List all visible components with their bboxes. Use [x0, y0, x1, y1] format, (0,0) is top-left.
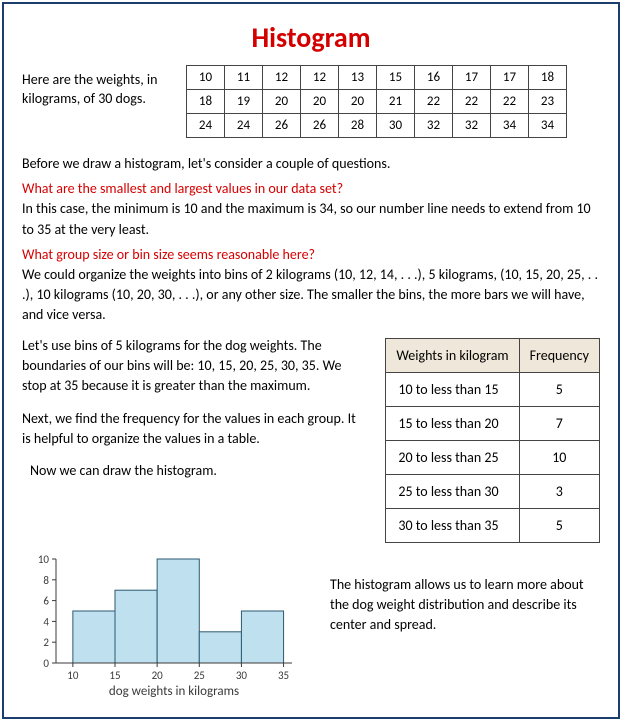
histogram-chart: 0 2 4 6 8 10 10 15 20 25 30 35 dog weights in kilogr… — [22, 551, 312, 701]
data-cell: 10 — [187, 66, 225, 90]
data-cell: 24 — [187, 114, 225, 138]
data-cell: 12 — [263, 66, 301, 90]
intro-text: Here are the weights, in kilograms, of 3… — [22, 65, 172, 109]
data-cell: 20 — [301, 90, 339, 114]
data-cell: 21 — [377, 90, 415, 114]
freq-range-cell: 20 to less than 25 — [386, 440, 519, 474]
x-axis-label: dog weights in kilograms — [109, 684, 239, 699]
data-cell: 13 — [339, 66, 377, 90]
mid-paragraph-3: Now we can draw the histogram. — [30, 461, 367, 481]
freq-value-cell: 5 — [519, 372, 599, 406]
data-cell: 26 — [263, 114, 301, 138]
data-cell: 28 — [339, 114, 377, 138]
data-cell: 12 — [301, 66, 339, 90]
data-cell: 16 — [415, 66, 453, 90]
y-tick-label: 0 — [43, 657, 49, 670]
freq-value-cell: 7 — [519, 406, 599, 440]
y-tick-label: 10 — [38, 553, 50, 566]
freq-header-frequency: Frequency — [519, 338, 599, 372]
data-cell: 24 — [225, 114, 263, 138]
freq-value-cell: 10 — [519, 440, 599, 474]
x-tick-label: 10 — [67, 669, 79, 682]
answer-2: We could organize the weights into bins … — [22, 265, 600, 326]
data-cell: 17 — [453, 66, 491, 90]
freq-value-cell: 3 — [519, 474, 599, 508]
histogram-bar — [157, 559, 199, 663]
closing-paragraph: The histogram allows us to learn more ab… — [330, 551, 600, 636]
data-cell: 15 — [377, 66, 415, 90]
freq-value-cell: 5 — [519, 508, 599, 542]
x-tick-label: 15 — [109, 669, 120, 682]
x-tick-label: 35 — [278, 669, 289, 682]
y-tick-label: 8 — [43, 574, 49, 587]
mid-left-column: Let's use bins of 5 kilograms for the do… — [22, 336, 367, 543]
histogram-bar — [73, 611, 115, 663]
data-cell: 18 — [187, 90, 225, 114]
y-tick-label: 4 — [43, 615, 49, 628]
page-title: Histogram — [22, 20, 600, 55]
freq-range-cell: 10 to less than 15 — [386, 372, 519, 406]
data-cell: 18 — [529, 66, 567, 90]
freq-range-cell: 30 to less than 35 — [386, 508, 519, 542]
mid-row: Let's use bins of 5 kilograms for the do… — [22, 336, 600, 543]
data-cell: 34 — [491, 114, 529, 138]
intro-row: Here are the weights, in kilograms, of 3… — [22, 65, 600, 138]
data-cell: 23 — [529, 90, 567, 114]
data-cell: 22 — [453, 90, 491, 114]
data-cell: 30 — [377, 114, 415, 138]
data-cell: 32 — [415, 114, 453, 138]
data-cell: 19 — [225, 90, 263, 114]
histogram-bar — [115, 590, 157, 663]
paragraph-before: Before we draw a histogram, let's consid… — [22, 154, 600, 174]
data-cell: 34 — [529, 114, 567, 138]
freq-range-cell: 15 to less than 20 — [386, 406, 519, 440]
data-cell: 32 — [453, 114, 491, 138]
data-cell: 22 — [491, 90, 529, 114]
raw-data-table: 1011121213151617171818192020202122222223… — [186, 65, 567, 138]
x-tick-label: 30 — [236, 669, 248, 682]
freq-range-cell: 25 to less than 30 — [386, 474, 519, 508]
document-frame: Histogram Here are the weights, in kilog… — [2, 2, 620, 719]
freq-header-weights: Weights in kilogram — [386, 338, 519, 372]
y-tick-label: 2 — [43, 636, 49, 649]
question-1: What are the smallest and largest values… — [22, 180, 600, 197]
bottom-row: 0 2 4 6 8 10 10 15 20 25 30 35 dog weights in kilogr… — [22, 551, 600, 701]
x-tick-label: 25 — [194, 669, 205, 682]
data-cell: 17 — [491, 66, 529, 90]
mid-paragraph-1: Let's use bins of 5 kilograms for the do… — [22, 336, 367, 397]
x-tick-label: 20 — [152, 669, 164, 682]
answer-1: In this case, the minimum is 10 and the … — [22, 199, 600, 240]
question-2: What group size or bin size seems reason… — [22, 246, 600, 263]
histogram-bar — [199, 632, 241, 663]
data-cell: 20 — [339, 90, 377, 114]
data-cell: 20 — [263, 90, 301, 114]
mid-paragraph-2: Next, we find the frequency for the valu… — [22, 409, 367, 450]
data-cell: 22 — [415, 90, 453, 114]
data-cell: 11 — [225, 66, 263, 90]
data-cell: 26 — [301, 114, 339, 138]
frequency-table: Weights in kilogram Frequency 10 to less… — [385, 338, 600, 543]
histogram-bar — [241, 611, 283, 663]
y-tick-label: 6 — [43, 594, 49, 607]
